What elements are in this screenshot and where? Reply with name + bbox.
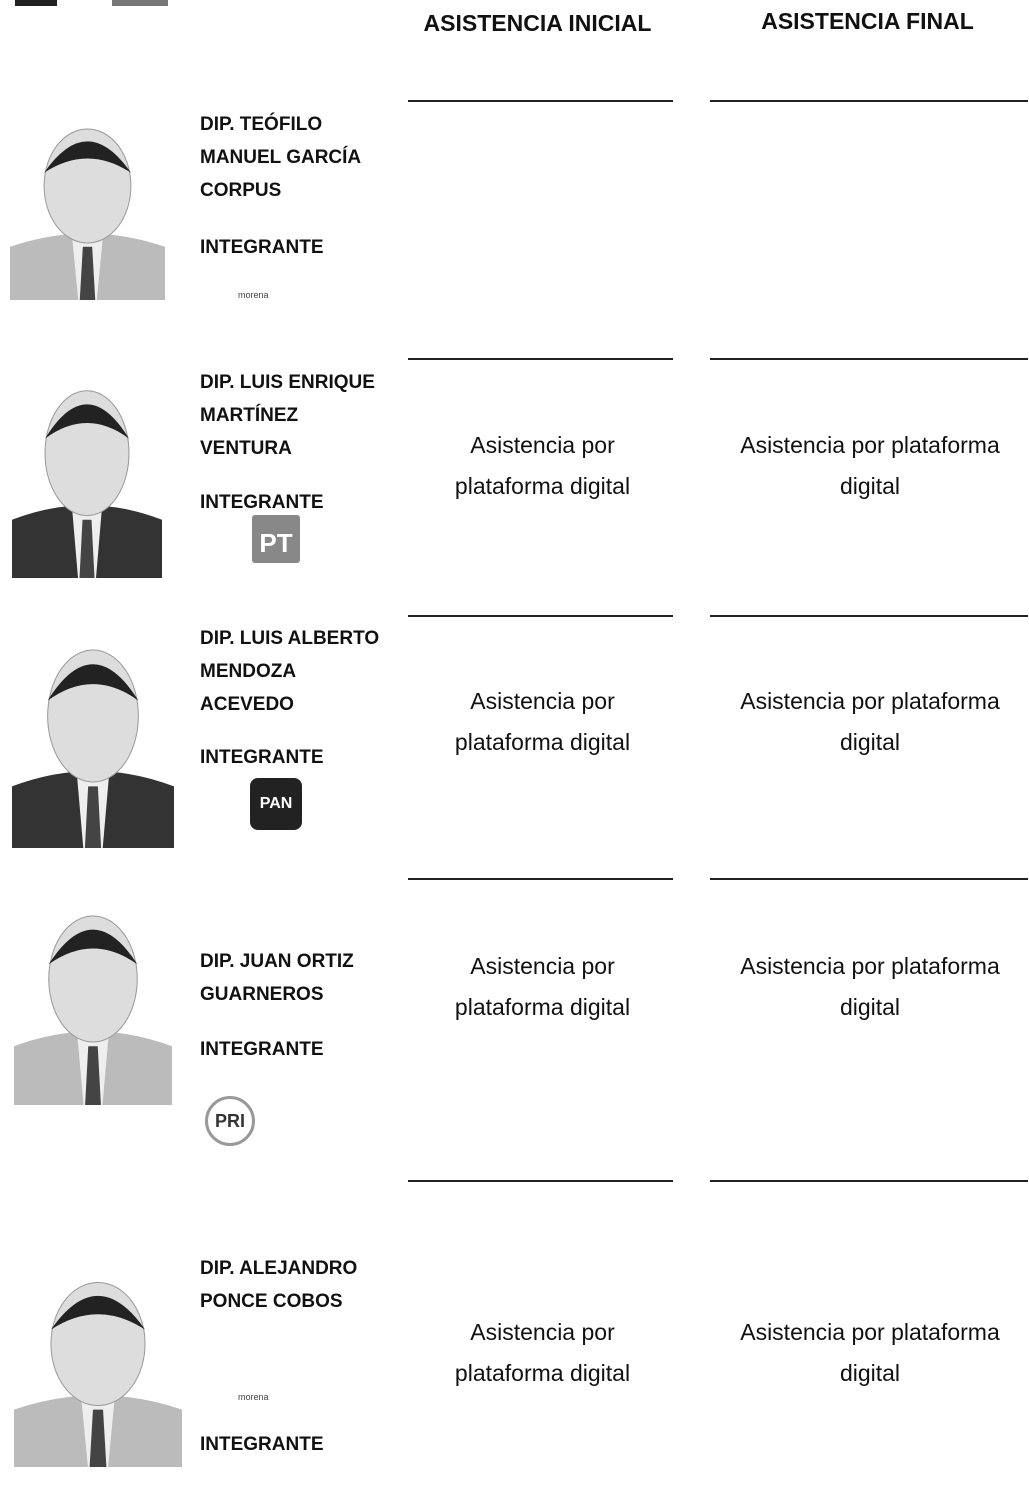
member-name: MENDOZA (200, 661, 297, 682)
signature-line (408, 615, 673, 617)
attendance-final: Asistencia por plataforma digital (740, 688, 1000, 755)
attendance-final: Asistencia por plataforma digital (740, 432, 1000, 499)
party-logo: PT (252, 515, 300, 563)
signature-line (710, 100, 1028, 102)
scan-mark (112, 0, 168, 6)
photo (12, 370, 162, 578)
attendance-final: Asistencia por plataforma digital (740, 1319, 1000, 1386)
photo (14, 1262, 182, 1467)
member-name: GUARNEROS (200, 984, 324, 1005)
photo (14, 895, 172, 1105)
attendance-initial: Asistencia por plataforma digital (454, 1319, 631, 1386)
attendance-initial: Asistencia por plataforma digital (454, 953, 631, 1020)
member-name: DIP. JUAN ORTIZ (200, 951, 354, 972)
member-name: DIP. ALEJANDRO (200, 1258, 358, 1279)
header-final: ASISTENCIA FINAL (761, 8, 974, 34)
member-role: INTEGRANTE (200, 492, 324, 513)
signature-line (710, 358, 1028, 360)
signature-line (408, 1180, 673, 1182)
member-name: DIP. LUIS ENRIQUE (200, 372, 375, 393)
member-role: INTEGRANTE (200, 237, 324, 258)
photo (12, 628, 174, 848)
signature-line (710, 615, 1028, 617)
member-role: INTEGRANTE (200, 747, 324, 768)
signature-line (408, 100, 673, 102)
signature-line (408, 358, 673, 360)
member-name: DIP. LUIS ALBERTO (200, 628, 380, 649)
member-name: ACEVEDO (200, 694, 294, 715)
member-name: MARTÍNEZ (200, 405, 299, 426)
member-name: PONCE COBOS (200, 1291, 343, 1312)
party-logo: PRI (205, 1096, 255, 1146)
member-name: DIP. TEÓFILO (200, 114, 323, 135)
signature-line (710, 878, 1028, 880)
member-name: CORPUS (200, 180, 282, 201)
party-logo: morena (238, 1392, 269, 1402)
signature-line (710, 1180, 1028, 1182)
member-name: MANUEL GARCÍA (200, 147, 362, 168)
member-role: INTEGRANTE (200, 1039, 324, 1060)
signature-line (408, 878, 673, 880)
attendance-initial: Asistencia por plataforma digital (454, 688, 631, 755)
header-initial: ASISTENCIA INICIAL (423, 10, 652, 36)
member-name: VENTURA (200, 438, 292, 459)
scan-mark (15, 0, 57, 6)
party-logo: morena (238, 290, 269, 300)
photo (10, 110, 165, 300)
party-logo: PAN (250, 778, 302, 830)
attendance-initial: Asistencia por plataforma digital (454, 432, 631, 499)
attendance-final: Asistencia por plataforma digital (740, 953, 1000, 1020)
member-role: INTEGRANTE (200, 1434, 324, 1455)
